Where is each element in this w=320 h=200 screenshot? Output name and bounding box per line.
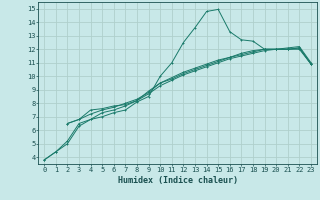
X-axis label: Humidex (Indice chaleur): Humidex (Indice chaleur) [118, 176, 238, 185]
